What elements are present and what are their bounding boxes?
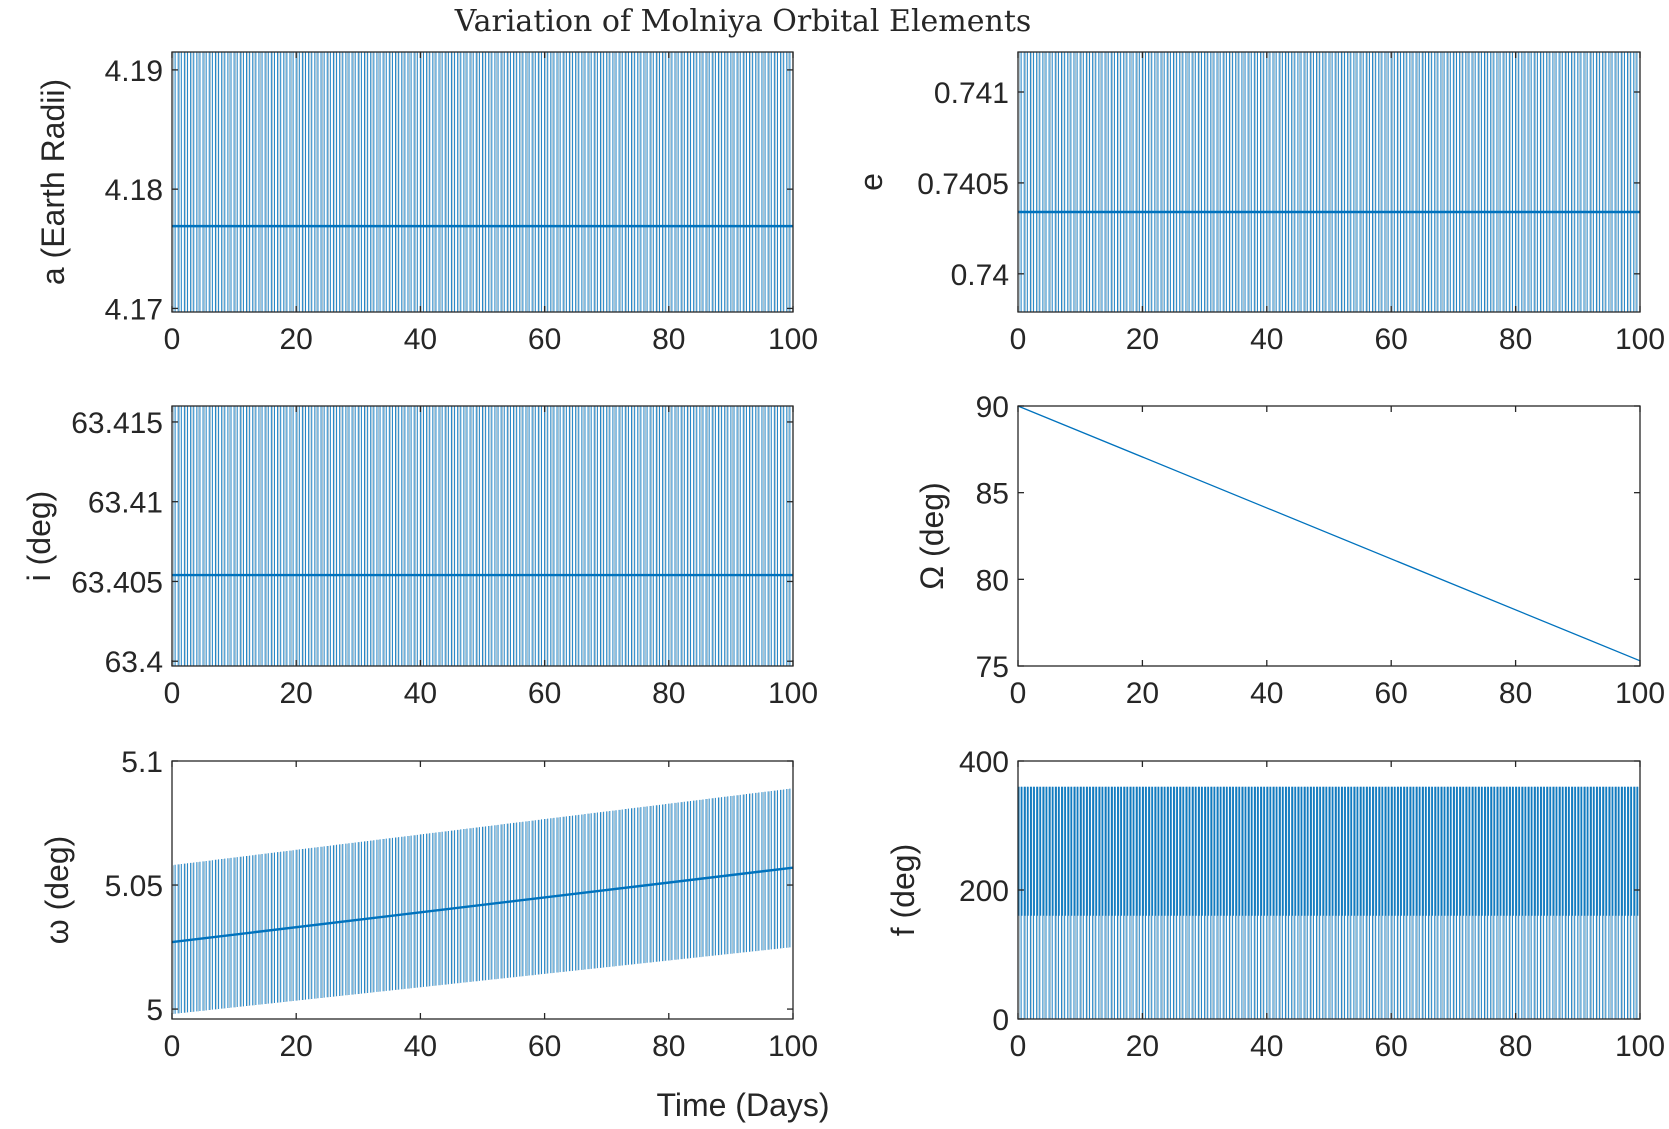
x-tick-label: 40 [1250,323,1283,356]
y-tick-label: 5.1 [121,746,163,779]
subplot-i: 0 20 40 60 80 100 63.4 63.405 63.41 63.415 i (deg) [21,405,818,710]
x-tick-label: 20 [280,1030,313,1063]
y-axis-label-raan: Ω (deg) [914,482,950,590]
x-tick-label: 80 [1499,1030,1532,1063]
x-tick-label: 100 [1615,1030,1665,1063]
subplot-e: 0 20 40 60 80 100 0.74 0.7405 0.741 e [853,51,1665,356]
y-tick-label: 4.19 [105,55,163,88]
x-tick-label: 100 [1615,323,1665,356]
y-tick-label: 63.405 [71,566,163,599]
y-tick-label: 4.17 [105,293,163,326]
x-tick-label: 60 [528,677,561,710]
x-tick-label: 40 [404,677,437,710]
subplot-a: 0 20 40 60 80 100 4.17 4.18 4.19 a (Earth Radii) [35,51,818,356]
axes-frame-i [171,405,794,667]
series-oscillation-shade-e [1019,52,1636,312]
figure-title: Variation of Molniya Orbital Elements [454,4,1032,39]
x-axis-label: Time (Days) [656,1087,829,1123]
series-oscillation-shade-i [173,406,789,666]
y-axis-label-e: e [853,173,889,191]
y-axis-label-i: i (deg) [21,491,57,582]
axes-frame-e [1017,51,1641,313]
x-tick-label: 0 [1010,323,1027,356]
y-axis-label-argp: ω (deg) [39,836,75,945]
y-tick-label: 400 [959,746,1009,779]
x-tick-label: 60 [1375,677,1408,710]
plot-area-e [1018,52,1640,312]
x-tick-label: 100 [1615,677,1665,710]
y-tick-label: 5.05 [105,870,163,903]
x-tick-label: 80 [1499,677,1532,710]
x-tick-label: 20 [1126,677,1159,710]
y-tick-label: 4.18 [105,174,163,207]
x-tick-label: 60 [1375,1030,1408,1063]
y-tick-label: 80 [976,564,1009,597]
x-tick-label: 80 [1499,323,1532,356]
y-tick-label: 63.41 [88,487,163,520]
y-axis-label-a: a (Earth Radii) [35,79,71,285]
series-oscillation-shade-a [173,52,789,312]
x-tick-label: 0 [164,1030,181,1063]
series-oscillation-e [1018,52,1640,312]
x-tick-label: 80 [652,677,685,710]
x-tick-label: 20 [280,677,313,710]
y-tick-label: 63.415 [71,407,163,440]
x-tick-label: 0 [1010,1030,1027,1063]
series-mean-line-argp [172,866,793,944]
x-tick-label: 20 [1126,1030,1159,1063]
x-tick-label: 100 [768,1030,818,1063]
x-tick-label: 60 [528,1030,561,1063]
x-tick-label: 0 [1010,677,1027,710]
y-tick-label: 0.7405 [917,168,1009,201]
series-line-raan [1018,406,1640,662]
x-tick-label: 40 [1250,677,1283,710]
series-dense-band-f [1018,786,1640,916]
x-tick-label: 100 [768,323,818,356]
y-axis-label-f: f (deg) [885,844,921,936]
x-tick-label: 0 [164,323,181,356]
plot-area-a [172,52,793,312]
x-tick-label: 80 [652,1030,685,1063]
y-tick-label: 85 [976,478,1009,511]
y-tick-label: 0 [992,1004,1009,1037]
plot-area-i [172,406,793,666]
y-tick-label: 75 [976,651,1009,684]
x-tick-label: 80 [652,323,685,356]
x-tick-label: 20 [1126,323,1159,356]
x-tick-label: 40 [404,1030,437,1063]
axes-frame-a [171,51,794,313]
y-tick-label: 63.4 [105,646,163,679]
subplot-f: 0 20 40 60 80 100 0 200 400 f (deg) [885,746,1665,1063]
axes-frame-argp [171,760,794,1020]
plot-area-raan [1018,406,1640,662]
series-oscillation-argp [172,788,793,1015]
series-oscillation-a [172,52,793,312]
plot-area-argp [172,788,793,1015]
subplot-raan: 0 20 40 60 80 100 75 80 85 90 Ω (deg) [914,391,1665,710]
x-tick-label: 20 [280,323,313,356]
series-oscillation-shade-argp [173,789,789,1015]
x-tick-label: 60 [1375,323,1408,356]
y-tick-label: 200 [959,875,1009,908]
y-tick-label: 0.74 [951,259,1009,292]
axes-frame-raan [1017,405,1641,667]
plot-area-f [1018,786,1640,1019]
subplot-argp: 0 20 40 60 80 100 5 5.05 5.1 ω (deg) [39,746,818,1063]
series-oscillation-i [172,406,793,666]
x-tick-label: 60 [528,323,561,356]
x-tick-label: 0 [164,677,181,710]
x-tick-label: 100 [768,677,818,710]
y-tick-label: 90 [976,391,1009,424]
x-tick-label: 40 [404,323,437,356]
y-tick-label: 0.741 [934,77,1009,110]
x-tick-label: 40 [1250,1030,1283,1063]
y-tick-label: 5 [146,994,163,1027]
